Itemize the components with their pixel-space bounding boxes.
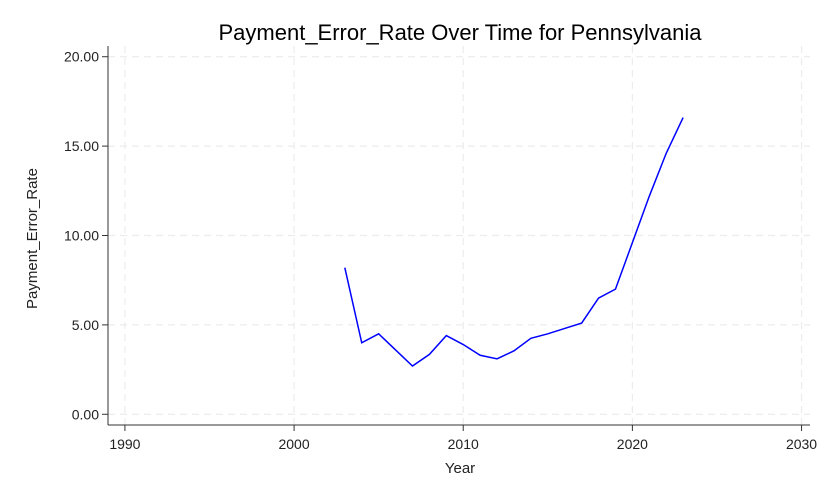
x-tick-label: 2000 [278,436,309,452]
y-tick-label: 0.00 [72,406,99,422]
y-ticks: 0.00 5.00 10.00 15.00 20.00 [64,49,108,422]
x-axis-label: Year [445,460,475,477]
series-group [344,117,684,367]
chart-title: Payment_Error_Rate Over Time for Pennsyl… [219,20,703,45]
y-tick-label: 15.00 [64,138,99,154]
x-tick-label: 2010 [448,436,479,452]
y-tick-label: 10.00 [64,228,99,244]
x-ticks: 1990 2000 2010 2020 2030 [109,425,817,452]
series-line [344,117,684,367]
grid [108,46,810,425]
y-tick-label: 20.00 [64,49,99,65]
y-tick-label: 5.00 [72,317,99,333]
x-tick-label: 1990 [109,436,140,452]
x-tick-label: 2020 [617,436,648,452]
y-axis-label: Payment_Error_Rate [24,168,41,309]
x-tick-label: 2030 [786,436,817,452]
